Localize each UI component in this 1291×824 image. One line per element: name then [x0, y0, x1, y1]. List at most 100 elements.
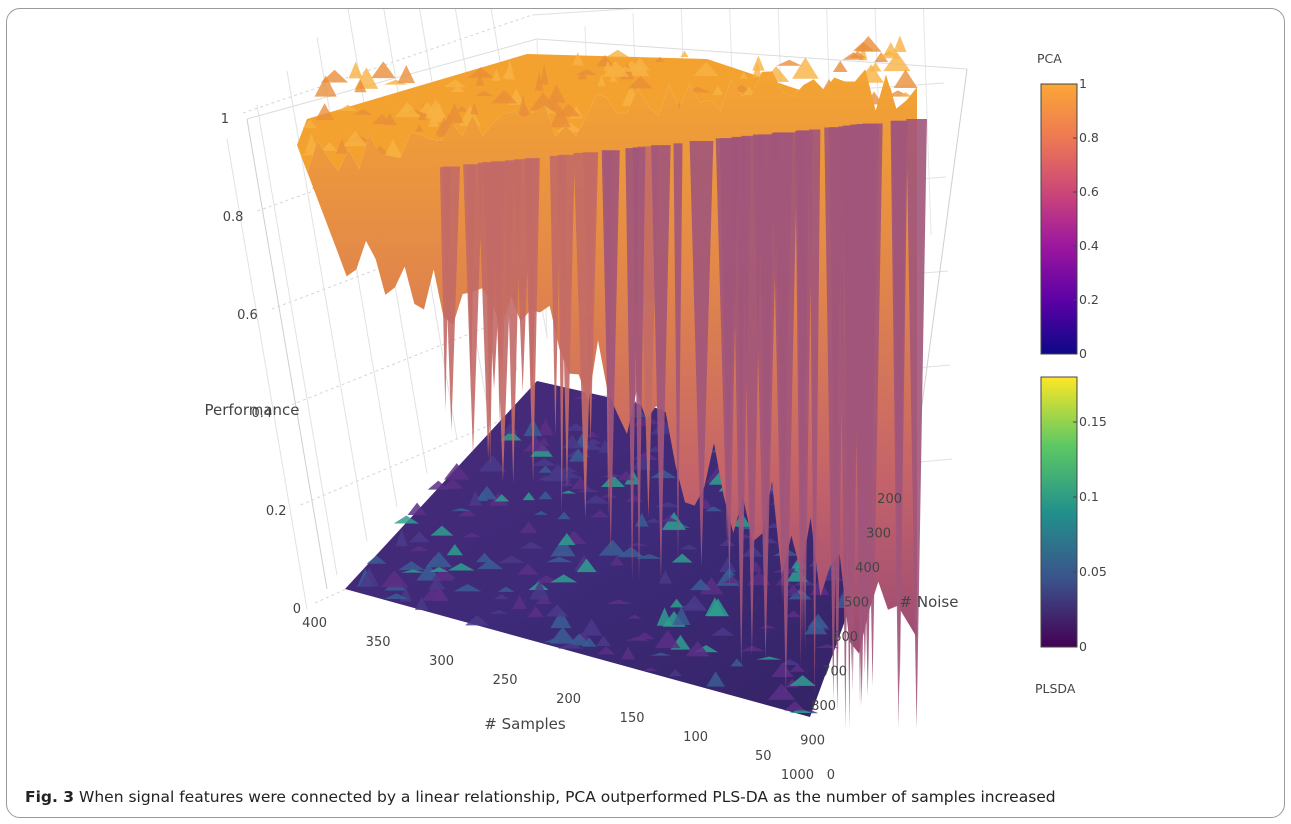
- plsda-surface-peak: [789, 675, 816, 686]
- plsda-surface-peak: [476, 485, 498, 500]
- plsda-surface-peak: [489, 609, 508, 614]
- plsda-surface-peak: [446, 544, 463, 556]
- plsda-surface-peak: [398, 561, 425, 571]
- plsda-surface-peak: [609, 555, 624, 566]
- pca-surface-spike: [673, 143, 683, 563]
- plsda-surface-peak: [561, 480, 574, 486]
- plsda-surface-peak: [706, 671, 725, 687]
- pca-surface-spike: [557, 155, 567, 514]
- plsda-surface-peak: [627, 614, 643, 619]
- surfaces: [297, 35, 927, 730]
- z-tick-label: 0.8: [223, 210, 244, 225]
- plsda-surface-peak: [550, 537, 576, 557]
- pca-surface-facet: [302, 119, 317, 129]
- plsda-surface-peak: [690, 578, 712, 591]
- plsda-surface-peak: [704, 506, 723, 512]
- pca-surface-spike: [689, 140, 714, 568]
- samples-tick-label: 150: [620, 711, 645, 726]
- plsda-surface-peak: [600, 473, 627, 478]
- pca-surface-spike: [862, 123, 883, 687]
- caption-text: When signal features were connected by a…: [79, 788, 1056, 806]
- samples-axis-title: # Samples: [484, 715, 566, 733]
- plsda-surface-peak: [660, 516, 679, 522]
- noise-tick-label: 800: [811, 699, 836, 714]
- plsda-surface-peak: [512, 595, 528, 610]
- plsda-surface-peak: [620, 646, 636, 660]
- plsda-surface-peak: [453, 584, 482, 592]
- pca-surface-facet: [443, 79, 467, 88]
- figure-caption: Fig. 3 When signal features were connect…: [25, 788, 1056, 806]
- plsda-surface-peak: [444, 463, 470, 480]
- pca-surface-facet: [893, 69, 918, 88]
- plsda-surface-peak: [408, 531, 430, 543]
- pca-surface-facet: [501, 69, 514, 79]
- pca-surface-facet: [470, 102, 479, 115]
- noise-axis-title: # Noise: [900, 593, 959, 611]
- pca-surface-spike: [844, 125, 861, 692]
- pca-surface-spike: [632, 147, 646, 581]
- pca-surface-facet: [575, 69, 598, 76]
- plsda-surface-peak: [723, 576, 741, 584]
- plsda-surface-peak: [597, 646, 616, 655]
- plsda-surface-peak: [557, 511, 571, 520]
- plsda-surface-peak: [534, 510, 549, 515]
- plsda-surface-peak: [522, 492, 535, 501]
- pca-surface-facet: [450, 85, 465, 92]
- plsda-surface-peak: [431, 584, 447, 602]
- plsda-surface-peak: [520, 521, 538, 533]
- plsda-surface-peak: [549, 626, 576, 644]
- plsda-surface-peak: [534, 575, 559, 583]
- plsda-surface-peak: [756, 656, 782, 660]
- pca-surface-spike: [797, 130, 813, 650]
- plsda-surface-peak: [605, 599, 632, 605]
- pca-surface-facet: [539, 64, 549, 85]
- pca-surface-spike: [477, 162, 499, 459]
- pca-surface-facet: [529, 92, 557, 111]
- plsda-surface-peak: [427, 480, 449, 490]
- samples-tick-label: 50: [755, 749, 772, 764]
- top-left-edge: [246, 38, 538, 120]
- plsda-surface-peak: [517, 563, 539, 575]
- plsda-surface-peak: [531, 458, 557, 466]
- axes: 00.20.40.60.81400350300250200150100500# …: [204, 112, 958, 783]
- pca-surface-facet: [549, 106, 571, 128]
- pca-surface-facet: [475, 90, 494, 97]
- samples-tick-label: 0: [827, 768, 835, 783]
- plsda-surface-peak: [598, 539, 627, 556]
- plsda-surface-peak: [522, 438, 551, 452]
- plsda-surface-peak: [545, 556, 573, 563]
- colorbar-tick-label: 0.4: [1079, 238, 1099, 253]
- plsda-surface-peak: [550, 609, 572, 629]
- plsda-surface-peak: [649, 469, 677, 479]
- plsda-surface-peak: [789, 708, 812, 714]
- pca-surface-spike: [549, 155, 561, 436]
- plsda-surface-peak: [631, 454, 652, 470]
- z-gridline: [286, 303, 545, 408]
- samples-tick-label: 350: [366, 635, 391, 650]
- plsda-surface-peak: [380, 570, 409, 588]
- plsda-surface-peak: [477, 559, 504, 570]
- plsda-surface-peak: [493, 594, 509, 600]
- pca-surface-facet: [455, 106, 468, 112]
- noise-tick-label: 600: [833, 630, 858, 645]
- plsda-surface-peak: [463, 532, 481, 538]
- caption-label: Fig. 3: [25, 788, 75, 806]
- plsda-surface-peak: [650, 652, 672, 656]
- plsda-surface-peak: [497, 586, 515, 592]
- plsda-surface-peak: [535, 595, 552, 604]
- pca-surface-facet: [338, 104, 358, 111]
- plsda-surface-peak: [543, 638, 563, 643]
- samples-tick-label: 250: [493, 673, 518, 688]
- pca-surface-facet: [475, 71, 485, 86]
- pca-surface-facet: [305, 133, 318, 152]
- pca-surface-spike: [651, 145, 671, 581]
- plsda-surface-peak: [758, 625, 777, 629]
- pca-surface-facet: [382, 113, 397, 126]
- pca-surface-facet: [321, 142, 338, 151]
- plsda-surface-peak: [711, 627, 735, 636]
- pca-surface-facet: [869, 62, 882, 72]
- plsda-surface-peak: [401, 569, 426, 573]
- plsda-surface-peak: [498, 555, 525, 563]
- pca-surface-facet: [712, 84, 724, 96]
- plsda-surface-peak: [468, 490, 482, 506]
